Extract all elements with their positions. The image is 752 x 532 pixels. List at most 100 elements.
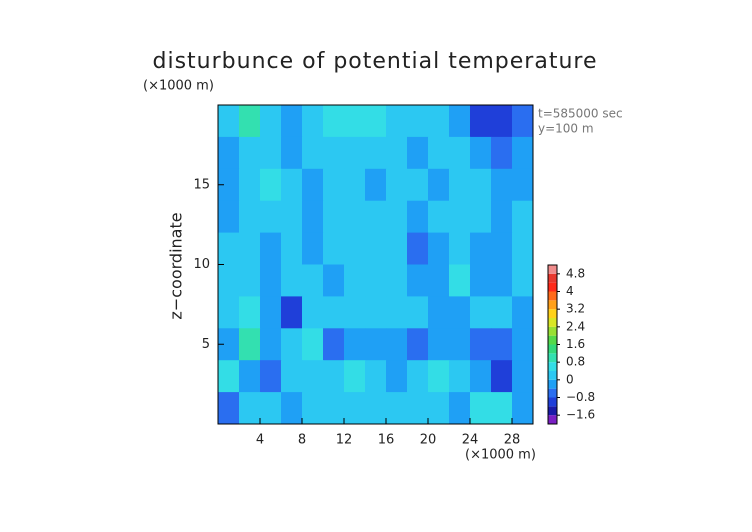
heat-cell xyxy=(239,328,261,361)
colorbar-tick-label: 4 xyxy=(566,284,574,298)
heat-cell xyxy=(407,232,429,265)
heat-cell xyxy=(302,200,324,234)
x-tick-label: 24 xyxy=(462,433,479,448)
heat-cell xyxy=(470,328,492,361)
heat-cell xyxy=(344,296,366,329)
colorbar-tick-label: −0.8 xyxy=(566,390,595,404)
heat-cell xyxy=(428,200,450,234)
heat-cell xyxy=(449,360,471,393)
heat-cell xyxy=(428,168,450,202)
heat-cell xyxy=(218,136,240,170)
heat-cell xyxy=(512,328,534,361)
heat-cell xyxy=(281,360,303,393)
heat-cell xyxy=(218,328,240,361)
x-tick-label: 8 xyxy=(298,433,306,448)
heat-cell xyxy=(470,392,492,425)
heat-cell xyxy=(239,168,261,202)
heat-cell xyxy=(491,200,513,234)
heat-cell xyxy=(281,136,303,170)
heat-cell xyxy=(365,392,387,425)
heat-cell xyxy=(323,200,345,234)
heat-cell xyxy=(281,168,303,202)
colorbar-swatch xyxy=(548,318,557,327)
heat-cell xyxy=(344,392,366,425)
heat-cell xyxy=(407,360,429,393)
heat-cell xyxy=(428,328,450,361)
heat-cell xyxy=(470,296,492,329)
heat-cell xyxy=(407,264,429,297)
x-tick-label: 16 xyxy=(378,433,395,448)
heat-cell xyxy=(260,200,282,234)
heat-cell xyxy=(344,136,366,170)
heat-cell xyxy=(491,136,513,170)
x-tick-label: 28 xyxy=(504,433,521,448)
heat-cell xyxy=(386,136,408,170)
x-tick-label: 20 xyxy=(420,433,437,448)
heat-cell xyxy=(407,328,429,361)
colorbar-swatch xyxy=(548,282,557,292)
colorbar-swatch xyxy=(548,388,557,398)
colorbar-swatch xyxy=(548,397,557,407)
heat-cell xyxy=(281,200,303,234)
heat-cell xyxy=(365,360,387,393)
heat-cell xyxy=(407,105,429,138)
heat-cell xyxy=(344,232,366,265)
heat-cell xyxy=(323,136,345,170)
heat-cell xyxy=(281,296,303,329)
colorbar-swatch xyxy=(548,406,557,416)
heat-cell xyxy=(512,392,534,425)
y-tick-label: 15 xyxy=(193,177,210,192)
heat-cell xyxy=(302,136,324,170)
heat-cell xyxy=(344,105,366,138)
heat-cell xyxy=(302,392,324,425)
heat-cell xyxy=(512,296,534,329)
heat-cell xyxy=(491,360,513,393)
heat-cell xyxy=(302,296,324,329)
colorbar-swatch xyxy=(548,371,557,380)
heat-cell xyxy=(449,168,471,202)
heat-cell xyxy=(239,232,261,265)
heat-cell xyxy=(260,105,282,138)
colorbar-swatch xyxy=(548,415,557,424)
heat-cell xyxy=(512,232,534,265)
heat-cell xyxy=(260,136,282,170)
heat-cell xyxy=(260,296,282,329)
heat-cell xyxy=(239,200,261,234)
heat-cell xyxy=(302,328,324,361)
heat-cell xyxy=(491,232,513,265)
heat-cell xyxy=(491,328,513,361)
heat-cell xyxy=(239,360,261,393)
heat-cell xyxy=(239,392,261,425)
x-tick-label: 4 xyxy=(256,433,264,448)
heat-cell xyxy=(407,296,429,329)
heat-cell xyxy=(344,264,366,297)
colorbar-swatch xyxy=(548,335,557,345)
x-unit: (×1000 m) xyxy=(465,448,536,463)
heat-cell xyxy=(386,296,408,329)
heat-cell xyxy=(449,200,471,234)
heat-cell xyxy=(470,168,492,202)
colorbar-swatch xyxy=(548,291,557,301)
heat-cell xyxy=(323,232,345,265)
colorbar-swatch xyxy=(548,344,557,354)
heat-cell xyxy=(344,200,366,234)
heat-cell xyxy=(260,328,282,361)
colorbar-swatch xyxy=(548,379,557,389)
heat-cell xyxy=(281,232,303,265)
heat-cell xyxy=(386,105,408,138)
heat-cell xyxy=(365,168,387,202)
heat-cell xyxy=(218,392,240,425)
heat-cell xyxy=(470,232,492,265)
heat-cell xyxy=(512,136,534,170)
heat-cell xyxy=(239,296,261,329)
heat-cell xyxy=(428,232,450,265)
heat-cell xyxy=(302,360,324,393)
heat-cell xyxy=(302,232,324,265)
colorbar-tick-label: 2.4 xyxy=(566,319,585,333)
heat-cell xyxy=(449,136,471,170)
heat-cell xyxy=(386,392,408,425)
heat-cell xyxy=(365,200,387,234)
heat-cell xyxy=(218,168,240,202)
y-tick-label: 10 xyxy=(193,257,210,272)
heat-cell xyxy=(239,136,261,170)
